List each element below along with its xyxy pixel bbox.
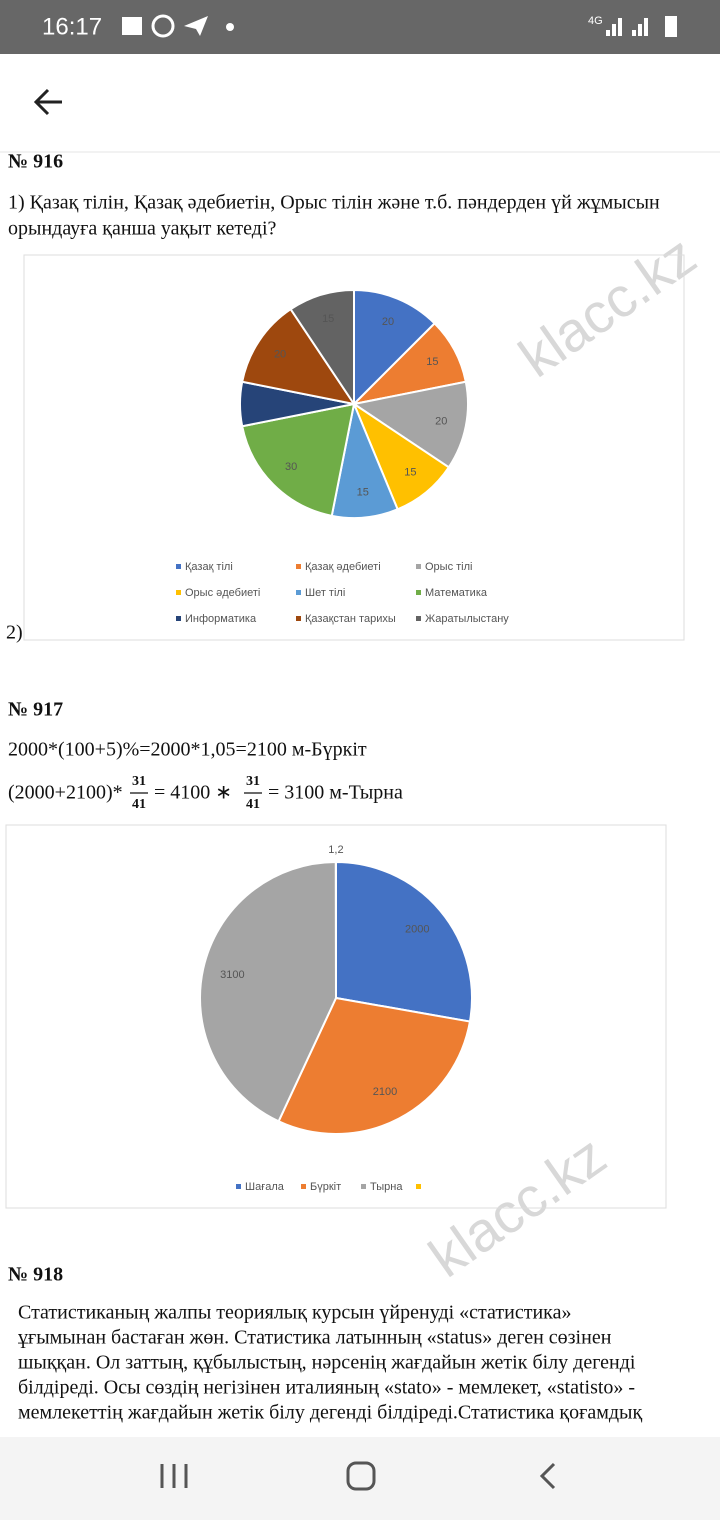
problem-text: ұғымынан бастаған жөн. Статистика латынн… <box>18 1327 612 1349</box>
legend-label: Бүркіт <box>310 1181 341 1193</box>
data-label: 15 <box>404 467 416 479</box>
problem-text: Статистиканың жалпы теориялық курсын үйр… <box>18 1302 571 1324</box>
problem-number: № 917 <box>8 699 63 721</box>
legend-label: Шағала <box>245 1181 285 1193</box>
network-type: 4G <box>588 15 603 27</box>
back-nav-button[interactable] <box>539 1462 556 1490</box>
pie-slice <box>351 380 469 469</box>
sub-label: 2) <box>6 622 23 644</box>
pie-slice <box>241 307 357 406</box>
dot-icon <box>226 23 234 31</box>
legend-swatch <box>416 590 421 595</box>
pie-slice <box>277 996 472 1135</box>
legend-label: Орыс тілі <box>425 561 472 573</box>
legend-swatch <box>301 1184 306 1189</box>
problem-text: 1) Қазақ тілін, Қазақ әдебиетін, Орыс ті… <box>8 192 660 214</box>
watermark: klacc.kz <box>418 1123 617 1289</box>
problem-text: орындауға қанша уақыт кетеді? <box>8 218 277 240</box>
data-label: 1,2 <box>328 844 343 856</box>
legend-label: Қазақ әдебиеті <box>305 561 381 573</box>
legend-swatch <box>416 1184 421 1189</box>
fraction-numerator: 31 <box>132 774 146 789</box>
signal-icon <box>606 18 648 36</box>
chart-frame <box>23 254 685 641</box>
watermark: klacc.kz <box>508 223 707 389</box>
problem-text: 2000*(100+5)%=2000*1,05=2100 м-Бүркіт <box>8 739 367 761</box>
fraction-denominator: 41 <box>246 797 260 812</box>
legend-swatch <box>296 590 301 595</box>
legend-label: Қазақ тілі <box>185 561 233 573</box>
data-label: 15 <box>426 356 438 368</box>
data-label: 2000 <box>405 924 429 936</box>
data-label: 20 <box>435 415 447 427</box>
app-bar <box>0 54 720 152</box>
formula-part: (2000+2100)* <box>8 782 123 804</box>
pie-chart: 2000 2100 3100 1,2 Шағала Бүркіт Тырна <box>199 844 473 1193</box>
chart-frame <box>5 824 667 1209</box>
legend-swatch <box>296 564 301 569</box>
problem-number: № 916 <box>8 151 63 173</box>
whatsapp-icon <box>151 14 175 38</box>
battery-icon <box>665 16 677 37</box>
legend-label: Шет тілі <box>305 587 345 599</box>
problem-text-block: Статистиканың жалпы теориялық курсын үйр… <box>18 1302 642 1424</box>
formula-part: = 4100 ∗ <box>154 782 232 804</box>
status-bar <box>0 0 720 54</box>
legend-swatch <box>361 1184 366 1189</box>
legend-swatch <box>296 616 301 621</box>
data-label: 20 <box>274 349 286 361</box>
legend-label: Тырна <box>370 1181 403 1193</box>
legend-label: Информатика <box>185 613 257 625</box>
legend-swatch <box>176 616 181 621</box>
legend-label: Орыс әдебиеті <box>185 587 260 599</box>
legend-label: Жаратылыстану <box>425 613 509 625</box>
legend-label: Математика <box>425 587 488 599</box>
gallery-icon <box>122 17 142 35</box>
data-label: 3100 <box>220 969 244 981</box>
legend-swatch <box>176 590 181 595</box>
nav-bar <box>0 1437 720 1520</box>
fraction-denominator: 41 <box>132 797 146 812</box>
problem-text: шыққан. Ол заттың, құбылыстың, нәрсенің … <box>18 1352 636 1374</box>
pie-slice <box>199 860 338 1123</box>
formula-part: = 3100 м-Тырна <box>268 782 403 804</box>
legend-swatch <box>416 616 421 621</box>
pie-chart: 20 15 20 15 15 30 20 15 Қазақ тілі Қазақ әдебиеті… <box>176 288 509 625</box>
fraction-numerator: 31 <box>246 774 260 789</box>
legend-label: Қазақстан тарихы <box>305 613 396 625</box>
data-label: 15 <box>357 486 369 498</box>
legend-swatch <box>416 564 421 569</box>
pie-slice <box>335 860 473 1023</box>
data-label: 30 <box>285 461 297 473</box>
data-label: 2100 <box>373 1086 397 1098</box>
recent-apps-button[interactable] <box>160 1464 188 1488</box>
pie-slice <box>353 288 437 407</box>
problem-number: № 918 <box>8 1264 63 1286</box>
problem-text: мемлекеттің жағдайын жетік білу дегенді … <box>18 1402 642 1424</box>
status-time: 16:17 <box>42 13 102 40</box>
telegram-icon <box>184 16 208 36</box>
problem-text: білдіреді. Осы сөздің негізінен италияны… <box>18 1377 635 1399</box>
pie-slice <box>241 402 356 517</box>
home-button[interactable] <box>346 1461 376 1491</box>
data-label: 20 <box>382 316 394 328</box>
legend-swatch <box>176 564 181 569</box>
pie-slice <box>289 288 355 408</box>
legend-swatch <box>236 1184 241 1189</box>
back-button[interactable] <box>33 88 62 116</box>
data-label: 15 <box>322 313 334 325</box>
